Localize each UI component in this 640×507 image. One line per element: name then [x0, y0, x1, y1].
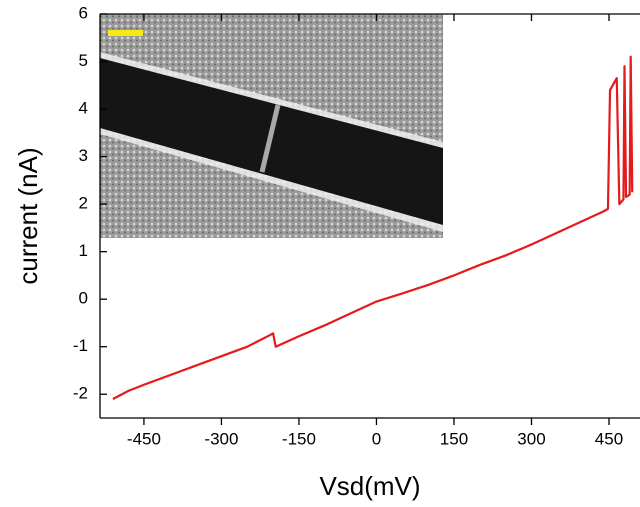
data-line [112, 55, 634, 400]
x-tick-label: 0 [372, 429, 381, 448]
x-tick-label: 150 [440, 429, 468, 448]
y-tick-label: -2 [73, 384, 88, 403]
y-tick-label: 2 [79, 194, 88, 213]
y-tick-label: -1 [73, 336, 88, 355]
y-tick-label: 4 [79, 99, 88, 118]
x-tick-label: 450 [595, 429, 623, 448]
x-axis-title: Vsd(mV) [319, 471, 420, 501]
y-tick-label: 3 [79, 146, 88, 165]
y-axis-title: current (nA) [13, 147, 43, 284]
y-tick-label: 1 [79, 241, 88, 260]
x-tick-label: -300 [204, 429, 238, 448]
y-tick-label: 5 [79, 51, 88, 70]
y-tick-label: 0 [79, 289, 88, 308]
x-tick-label: 300 [517, 429, 545, 448]
y-tick-label: 6 [79, 3, 88, 22]
x-tick-label: -450 [127, 429, 161, 448]
x-tick-label: -150 [282, 429, 316, 448]
inset-image [100, 14, 443, 238]
